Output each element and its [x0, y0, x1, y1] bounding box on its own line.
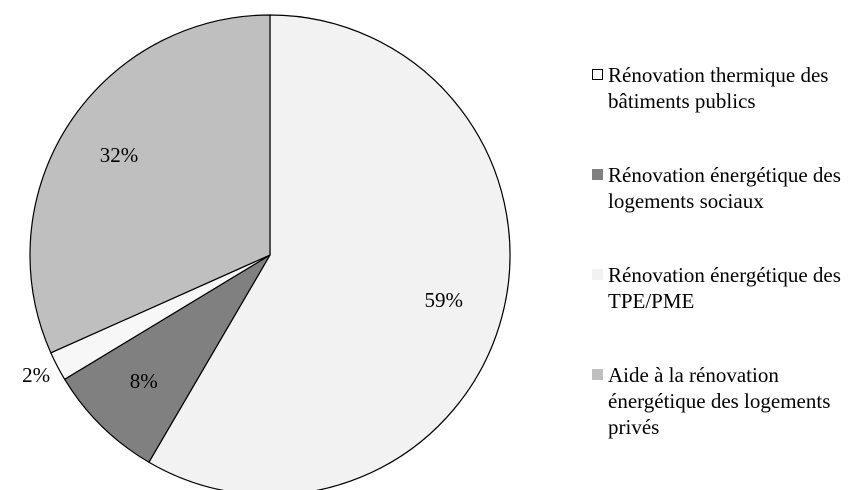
- pie-slice: [63, 254, 271, 464]
- legend-label: Rénovation thermique des bâtiments publi…: [608, 63, 829, 113]
- data-label: 2%: [22, 363, 50, 387]
- legend-swatch: [592, 269, 603, 280]
- legend-swatch: [592, 69, 603, 80]
- legend-label: Rénovation énergétique des logements soc…: [608, 163, 841, 213]
- pie-slice: [29, 14, 271, 354]
- legend-label: Aide à la rénovation énergétique des log…: [608, 363, 831, 439]
- legend-item: Rénovation énergétique des TPE/PME: [592, 262, 866, 362]
- data-label: 59%: [424, 288, 463, 312]
- data-label: 32%: [100, 143, 139, 167]
- legend-swatch: [592, 369, 603, 380]
- legend-item: Rénovation thermique des bâtiments publi…: [592, 62, 866, 162]
- data-label: 8%: [130, 369, 158, 393]
- legend-label: Rénovation énergétique des TPE/PME: [608, 263, 841, 313]
- pie-slice: [148, 14, 511, 490]
- legend-item: Aide à la rénovation énergétique des log…: [592, 362, 866, 462]
- legend-swatch: [592, 169, 603, 180]
- legend-item: Rénovation énergétique des logements soc…: [592, 162, 866, 262]
- legend: Rénovation thermique des bâtiments publi…: [592, 62, 866, 462]
